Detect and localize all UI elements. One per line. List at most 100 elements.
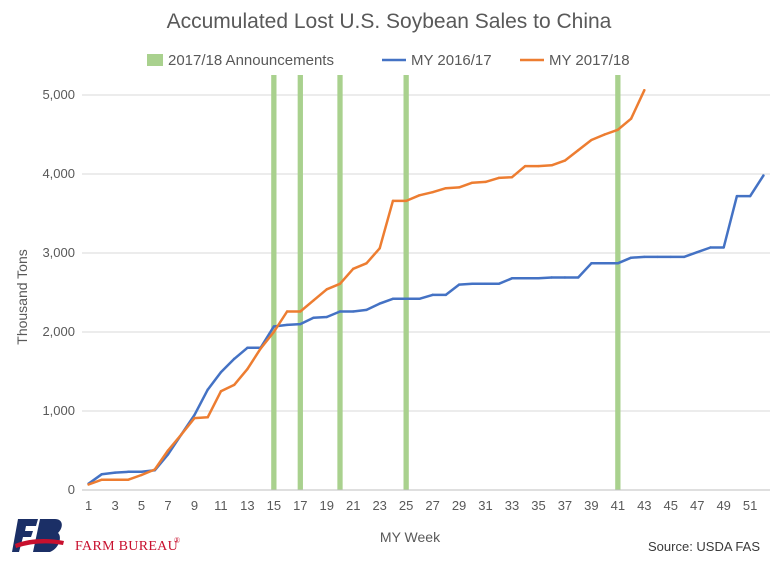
y-tick-label: 5,000 <box>42 87 75 102</box>
announcement-bar-week-15 <box>271 75 277 490</box>
data-point <box>285 323 289 327</box>
x-tick-label: 27 <box>425 498 439 513</box>
x-tick-label: 21 <box>346 498 360 513</box>
data-point <box>696 251 699 254</box>
legend-label-2016-17: MY 2016/17 <box>411 52 492 69</box>
data-point <box>404 199 408 203</box>
data-point <box>722 246 725 249</box>
legend: 2017/18 Announcements MY 2016/17 MY 2017… <box>147 52 630 69</box>
x-tick-label: 47 <box>690 498 704 513</box>
x-tick-label: 11 <box>214 498 228 513</box>
x-tick-label: 5 <box>138 498 145 513</box>
data-point <box>537 277 540 280</box>
x-tick-label: 13 <box>240 498 254 513</box>
y-tick-label: 2,000 <box>42 324 75 339</box>
data-point <box>365 262 368 265</box>
x-tick-label: 1 <box>85 498 92 513</box>
data-point <box>246 367 249 371</box>
data-point <box>563 159 567 162</box>
data-point <box>352 310 355 313</box>
data-point <box>590 138 593 142</box>
gridlines <box>82 94 770 412</box>
data-point <box>616 262 620 265</box>
data-point <box>484 282 487 286</box>
org-name: FARM BUREAU <box>75 539 178 554</box>
y-tick-labels: 0 1,000 2,000 3,000 4,000 5,000 <box>42 87 75 497</box>
data-point <box>457 283 461 286</box>
data-point <box>471 181 474 184</box>
registered-mark: ® <box>174 536 180 545</box>
y-tick-label: 4,000 <box>42 166 75 181</box>
data-point <box>232 383 236 387</box>
data-point <box>127 470 130 474</box>
data-point <box>140 473 143 477</box>
data-point <box>113 471 117 474</box>
data-point <box>87 483 90 486</box>
data-point <box>682 255 686 259</box>
data-point <box>404 297 408 301</box>
x-tick-label: 19 <box>320 498 334 513</box>
data-point <box>206 416 209 419</box>
data-point <box>272 330 276 334</box>
data-point <box>748 194 752 198</box>
data-point <box>113 478 117 481</box>
data-point <box>193 416 196 420</box>
x-tick-label: 45 <box>664 498 678 513</box>
data-point <box>510 277 514 280</box>
data-point <box>285 310 289 313</box>
data-point <box>629 117 633 120</box>
legend-label-announcements: 2017/18 Announcements <box>168 52 334 69</box>
x-tick-label: 15 <box>267 498 281 513</box>
data-point <box>762 174 765 177</box>
farm-bureau-logo: FARM BUREAU ® <box>12 519 180 554</box>
data-point <box>180 433 183 436</box>
x-tick-label: 51 <box>743 498 757 513</box>
data-point <box>603 262 606 265</box>
x-tick-label: 35 <box>531 498 545 513</box>
data-point <box>100 478 104 481</box>
data-point <box>576 276 580 279</box>
data-point <box>418 194 421 197</box>
announcement-bar-week-25 <box>403 75 409 490</box>
data-point <box>629 256 633 259</box>
data-point <box>537 164 540 168</box>
data-point <box>378 247 381 250</box>
x-tick-label: 37 <box>558 498 572 513</box>
data-point <box>100 473 104 476</box>
x-tick-label: 49 <box>716 498 730 513</box>
data-point <box>590 262 593 265</box>
x-tick-label: 9 <box>191 498 198 513</box>
x-tick-label: 33 <box>505 498 519 513</box>
x-axis-title: MY Week <box>380 529 441 545</box>
x-tick-label: 31 <box>478 498 492 513</box>
y-axis-title: Thousand Tons <box>14 249 30 344</box>
data-point <box>431 190 434 194</box>
data-point <box>471 282 474 286</box>
data-point <box>616 128 620 131</box>
legend-label-2017-18: MY 2017/18 <box>549 52 630 69</box>
data-point <box>299 310 302 313</box>
data-point <box>484 180 487 184</box>
data-point <box>391 199 395 203</box>
data-point <box>603 133 606 136</box>
data-point <box>140 470 143 474</box>
data-point <box>232 357 236 361</box>
data-point <box>457 186 461 189</box>
x-tick-label: 23 <box>372 498 386 513</box>
x-tick-label: 3 <box>111 498 118 513</box>
announcement-bar-week-41 <box>615 75 621 490</box>
announcement-bar-week-17 <box>297 75 303 490</box>
data-point <box>246 346 249 349</box>
announcement-bars <box>271 75 621 490</box>
data-point <box>563 276 567 279</box>
data-point <box>325 288 328 291</box>
data-point <box>153 468 156 471</box>
data-point <box>378 302 381 305</box>
data-point <box>444 187 448 190</box>
data-point <box>312 316 315 319</box>
x-tick-label: 41 <box>611 498 625 513</box>
data-point <box>524 277 527 280</box>
chart-title: Accumulated Lost U.S. Soybean Sales to C… <box>167 10 612 33</box>
data-point <box>391 297 395 301</box>
